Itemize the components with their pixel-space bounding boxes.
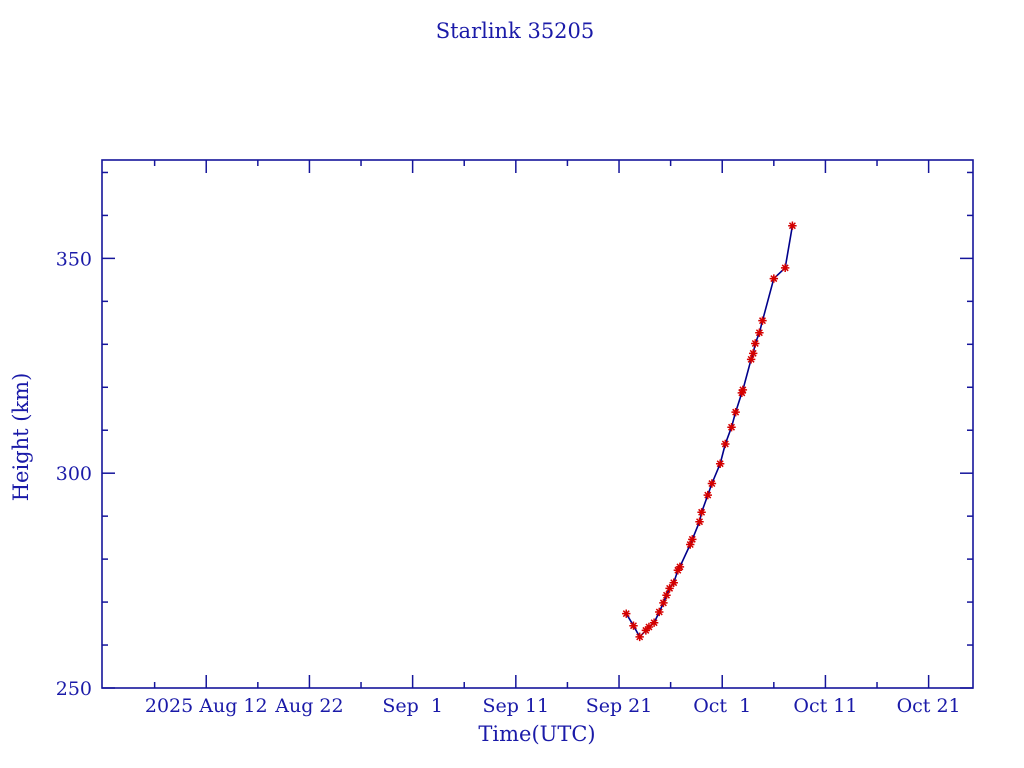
data-point-marker: [707, 479, 717, 488]
y-tick-label: 300: [56, 463, 92, 485]
x-tick-labels: 2025 Aug 12 Aug 22 Sep 1 Sep 11 Sep 21 Oct 1 O…: [145, 695, 961, 717]
data-point-marker: [715, 459, 725, 468]
data-point-marker: [737, 388, 747, 398]
data-point-marker: [697, 508, 706, 517]
data-point-marker: [748, 349, 758, 358]
data-point-marker: [721, 439, 730, 449]
data-point-marker: [659, 598, 668, 608]
data-point-marker: [675, 562, 685, 572]
x-axis-title: Time(UTC): [478, 722, 595, 746]
data-point-marker: [746, 355, 756, 364]
x-tick-label: Sep 21: [586, 695, 653, 717]
data-markers: [622, 221, 797, 642]
data-point-marker: [655, 607, 664, 617]
x-tick-label: Oct 11: [793, 695, 857, 717]
data-point-marker: [641, 626, 651, 635]
x-tick-label: Oct 1: [693, 695, 751, 717]
x-tick-label: Sep 11: [483, 695, 550, 717]
y-tick-label: 350: [56, 248, 92, 270]
x-tick-label: Oct 21: [897, 695, 961, 717]
data-point-marker: [758, 316, 767, 325]
plot-box: [101, 159, 974, 689]
data-point-marker: [738, 385, 748, 395]
chart-title: Starlink 35205: [436, 19, 595, 43]
data-point-marker: [755, 328, 764, 337]
data-point-marker: [703, 490, 712, 500]
data-point-marker: [665, 584, 674, 593]
data-point-marker: [769, 274, 779, 283]
data-point-marker: [649, 618, 659, 627]
data-point-marker: [644, 622, 654, 632]
data-point-marker: [731, 407, 740, 417]
data-point-marker: [695, 517, 704, 526]
data-point-marker: [669, 578, 678, 587]
data-point-marker: [635, 632, 644, 642]
data-point-marker: [629, 621, 638, 630]
x-tick-label: Sep 1: [382, 695, 443, 717]
data-point-marker: [662, 591, 671, 600]
data-point-marker: [780, 263, 790, 273]
data-point-marker: [673, 566, 683, 575]
data-line: [625, 225, 794, 638]
data-point-marker: [688, 535, 697, 544]
data-point-marker: [727, 423, 736, 432]
x-tick-label: 2025 Aug 12: [145, 695, 268, 717]
x-tick-label: Aug 22: [274, 695, 343, 717]
data-point-marker: [622, 609, 631, 618]
data-point-marker: [788, 221, 797, 230]
axis-ticks: [102, 160, 973, 689]
y-axis-title: Height (km): [9, 373, 33, 502]
data-point-marker: [751, 339, 760, 348]
y-tick-label: 250: [56, 678, 92, 700]
y-tick-labels: 250 300 350: [56, 248, 92, 700]
data-point-marker: [686, 540, 695, 549]
